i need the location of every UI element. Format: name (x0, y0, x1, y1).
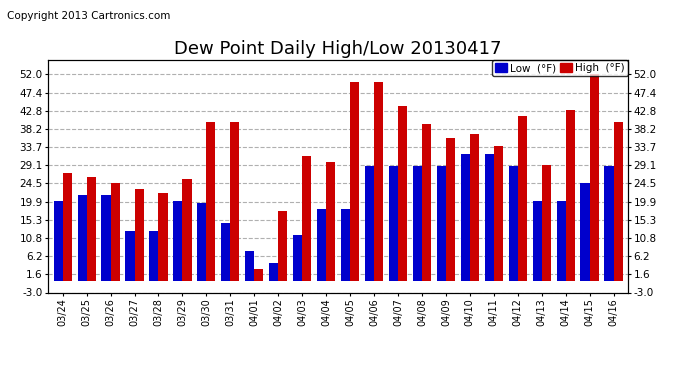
Bar (389, 165, 398, 280)
Bar (326, 162, 335, 280)
Bar (77, 195, 87, 280)
Bar (589, 74, 599, 280)
Bar (221, 223, 230, 280)
Bar (269, 263, 278, 280)
Bar (509, 165, 518, 280)
Bar (470, 134, 479, 280)
Bar (245, 251, 255, 280)
Bar (398, 106, 407, 280)
Bar (135, 189, 144, 280)
Legend: Low  (°F), High  (°F): Low (°F), High (°F) (491, 60, 628, 76)
Bar (542, 165, 551, 280)
Bar (173, 201, 182, 280)
Bar (54, 201, 63, 280)
Bar (341, 209, 350, 280)
Bar (182, 179, 192, 280)
Bar (437, 165, 446, 280)
Bar (302, 156, 311, 280)
Bar (110, 183, 119, 280)
Text: Copyright 2013 Cartronics.com: Copyright 2013 Cartronics.com (7, 11, 170, 21)
Bar (533, 201, 542, 280)
Bar (494, 147, 503, 280)
Title: Dew Point Daily High/Low 20130417: Dew Point Daily High/Low 20130417 (175, 40, 502, 58)
Bar (230, 122, 239, 280)
Bar (159, 193, 168, 280)
Bar (126, 231, 135, 280)
Bar (613, 122, 622, 280)
Bar (278, 211, 287, 280)
Bar (255, 269, 264, 280)
Bar (422, 124, 431, 280)
Bar (63, 174, 72, 280)
Bar (101, 195, 110, 280)
Bar (484, 154, 494, 280)
Bar (149, 231, 159, 280)
Bar (604, 165, 613, 280)
Bar (557, 201, 566, 280)
Bar (206, 122, 215, 280)
Bar (446, 138, 455, 280)
Bar (518, 116, 527, 280)
Bar (566, 110, 575, 280)
Bar (87, 177, 96, 280)
Bar (197, 203, 206, 280)
Bar (413, 165, 422, 280)
Bar (580, 183, 589, 280)
Bar (365, 165, 374, 280)
Bar (293, 235, 302, 280)
Bar (374, 82, 383, 280)
Bar (461, 154, 470, 280)
Bar (350, 82, 359, 280)
Bar (317, 209, 326, 280)
